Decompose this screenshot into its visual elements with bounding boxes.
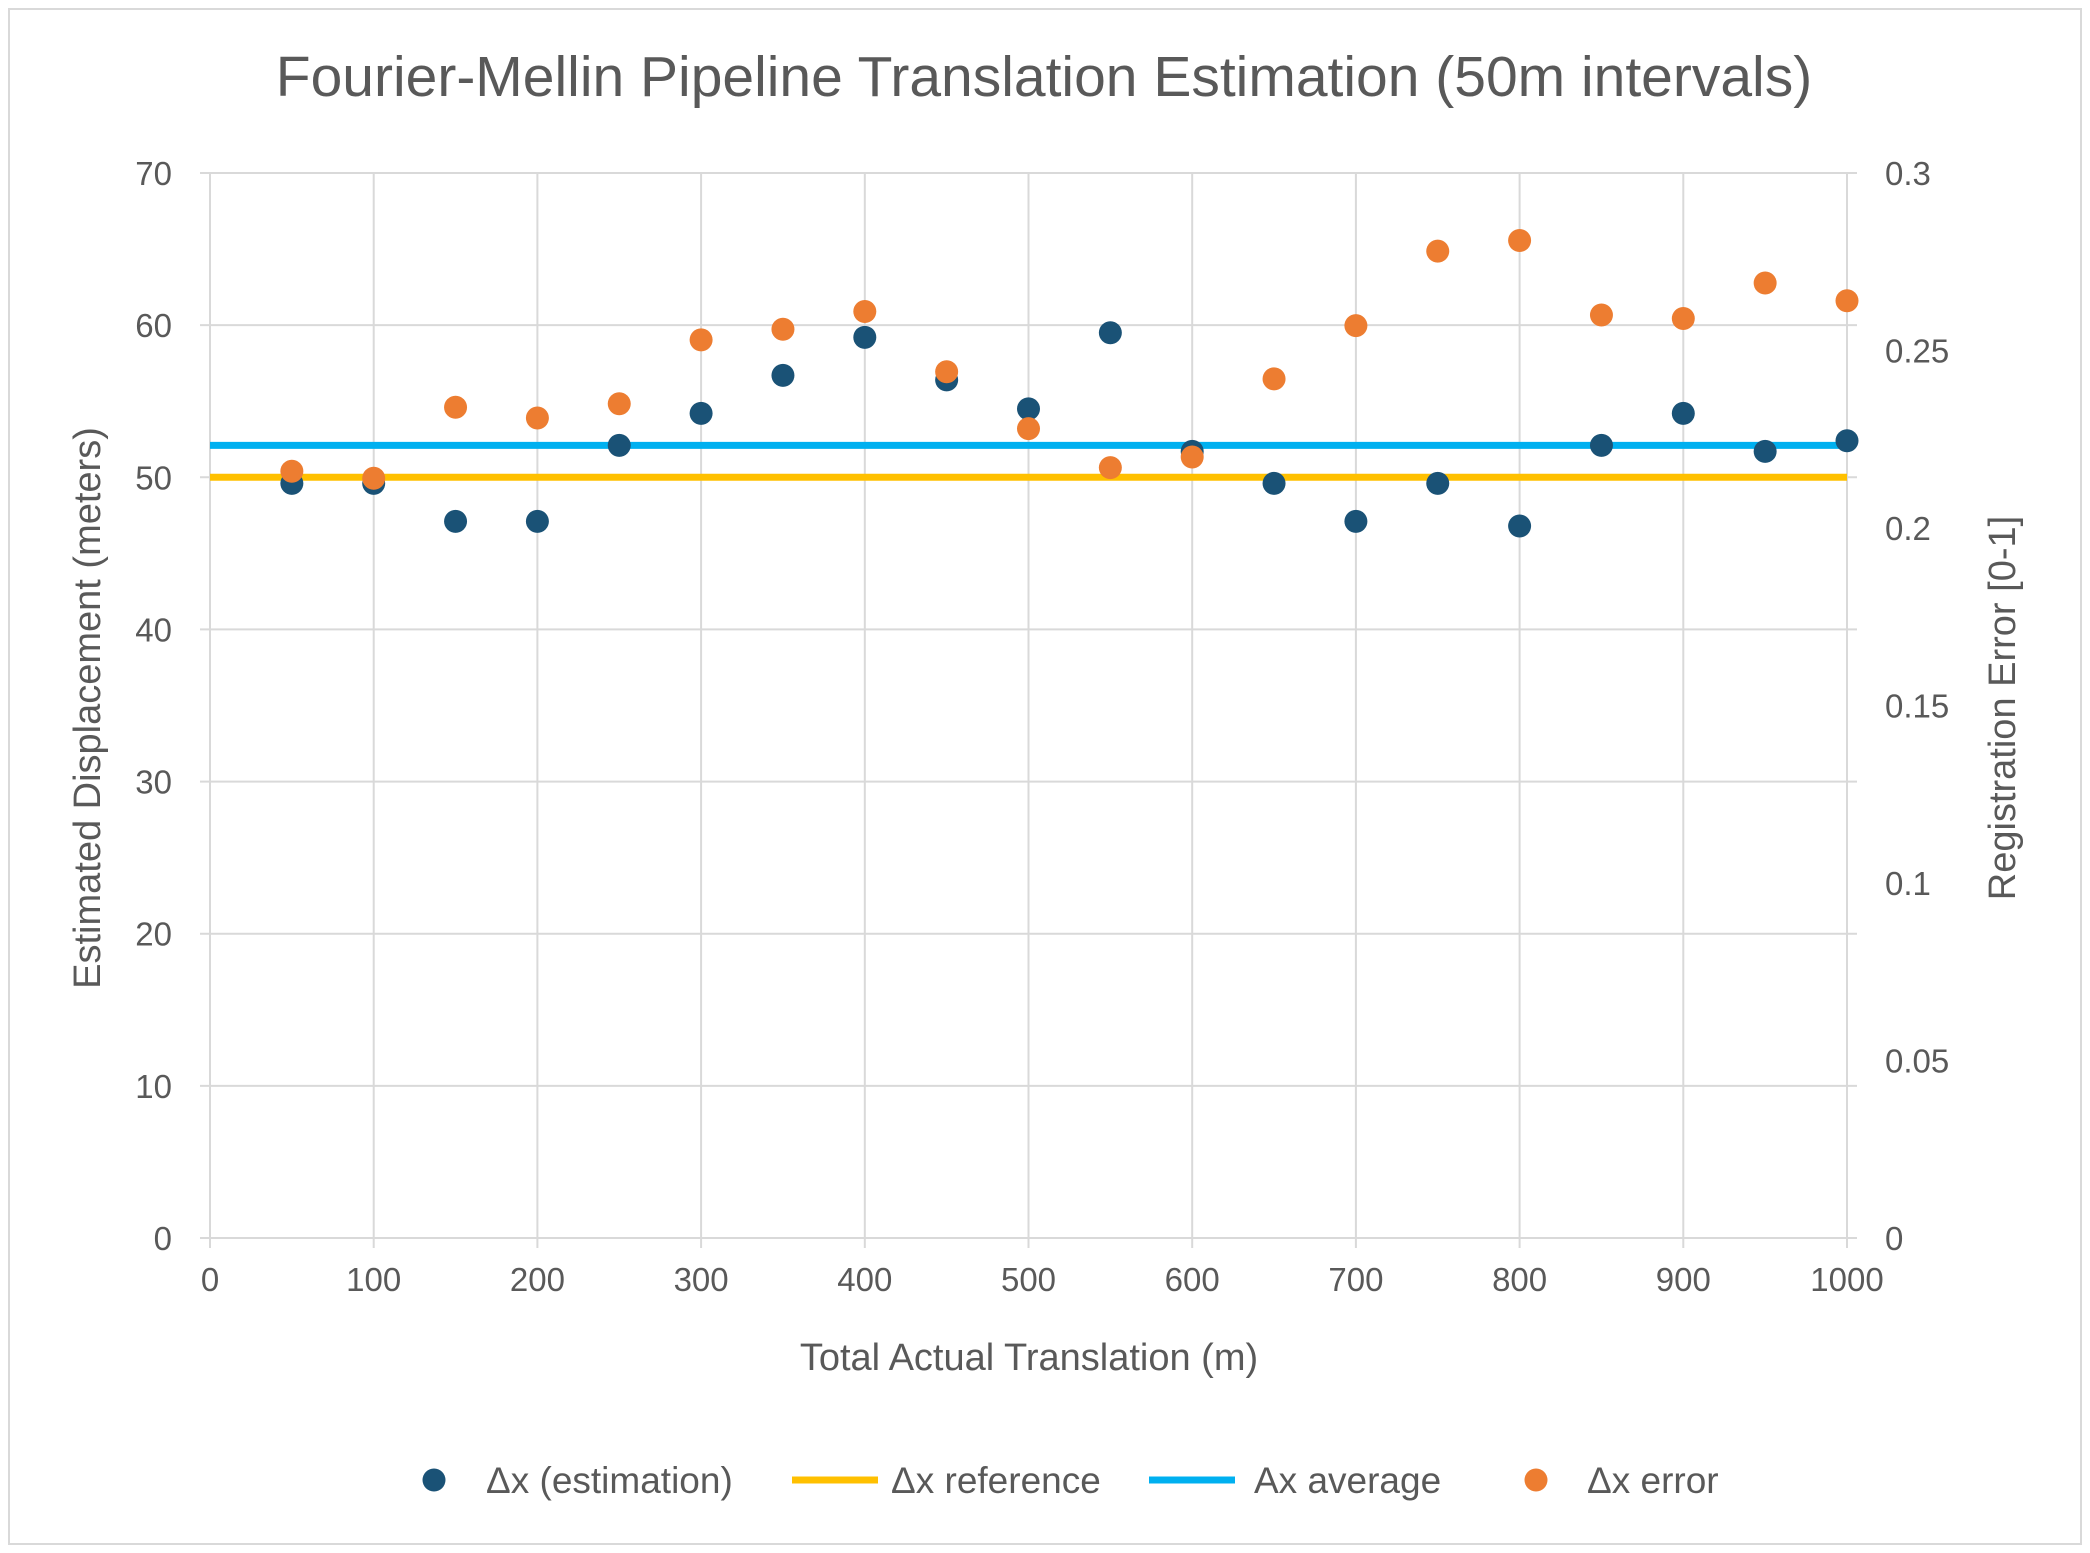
legend-marker-3 bbox=[1524, 1468, 1548, 1492]
x-tick-label: 300 bbox=[674, 1261, 729, 1298]
legend-marker-0 bbox=[422, 1468, 446, 1492]
series-lines bbox=[210, 441, 1847, 481]
data-point-3 bbox=[689, 328, 713, 352]
chart-frame bbox=[8, 8, 2082, 1545]
data-point-0 bbox=[853, 325, 877, 349]
data-point-3 bbox=[1180, 445, 1204, 469]
legend: Δx (estimation) Δx reference Ax average Δx … bbox=[422, 1460, 1719, 1501]
y-tick-label: 60 bbox=[135, 307, 172, 344]
x-axis-title: Total Actual Translation (m) bbox=[800, 1337, 1258, 1379]
data-point-0 bbox=[444, 509, 468, 533]
data-point-3 bbox=[1589, 303, 1613, 327]
y2-tick-label: 0.1 bbox=[1885, 865, 1931, 902]
data-point-3 bbox=[362, 466, 386, 490]
y-tick-label: 40 bbox=[135, 611, 172, 648]
data-point-0 bbox=[1017, 397, 1040, 421]
data-point-0 bbox=[1589, 433, 1613, 457]
legend-label-2: Ax average bbox=[1254, 1460, 1441, 1501]
data-point-3 bbox=[444, 395, 468, 419]
x-tick-label: 600 bbox=[1165, 1261, 1220, 1298]
y2-tick-label: 0.3 bbox=[1885, 155, 1931, 192]
data-point-0 bbox=[1098, 321, 1122, 345]
data-point-0 bbox=[689, 401, 713, 425]
y2-tick-label: 0.25 bbox=[1885, 333, 1949, 370]
data-point-3 bbox=[1262, 367, 1286, 391]
data-point-0 bbox=[1835, 429, 1859, 453]
y2-axis-title: Registration Error [0-1] bbox=[1982, 516, 2024, 900]
data-point-3 bbox=[280, 459, 304, 483]
x-tick-label: 700 bbox=[1328, 1261, 1383, 1298]
data-point-0 bbox=[607, 433, 631, 457]
data-point-3 bbox=[1426, 239, 1450, 263]
y-tick-label: 30 bbox=[135, 764, 172, 801]
data-point-3 bbox=[525, 406, 549, 430]
legend-label-1: Δx reference bbox=[891, 1460, 1101, 1501]
y-tick-label: 20 bbox=[135, 916, 172, 953]
legend-label-0: Δx (estimation) bbox=[486, 1460, 733, 1501]
data-point-3 bbox=[1753, 271, 1777, 295]
legend-label-3: Δx error bbox=[1587, 1460, 1719, 1501]
y-axis-ticks: 0 10 20 30 40 50 60 70 bbox=[135, 155, 172, 1257]
data-point-0 bbox=[525, 509, 549, 533]
y2-tick-label: 0.15 bbox=[1885, 688, 1949, 725]
data-point-3 bbox=[1017, 417, 1040, 441]
x-tick-label: 1000 bbox=[1810, 1261, 1883, 1298]
data-point-0 bbox=[771, 363, 795, 387]
series-points bbox=[280, 228, 1859, 538]
x-tick-label: 100 bbox=[346, 1261, 401, 1298]
x-tick-label: 200 bbox=[510, 1261, 565, 1298]
gridlines bbox=[200, 172, 1857, 1248]
y2-axis-ticks: 0 0.05 0.1 0.15 0.2 0.25 0.3 bbox=[1885, 155, 1949, 1257]
data-point-3 bbox=[853, 299, 877, 323]
y-tick-label: 10 bbox=[135, 1068, 172, 1105]
x-tick-label: 0 bbox=[201, 1261, 219, 1298]
y2-tick-label: 0.2 bbox=[1885, 510, 1931, 547]
data-point-0 bbox=[1262, 471, 1286, 495]
data-point-3 bbox=[1344, 314, 1368, 338]
data-point-3 bbox=[607, 392, 631, 416]
x-tick-label: 800 bbox=[1492, 1261, 1547, 1298]
data-point-0 bbox=[1753, 439, 1777, 463]
data-point-3 bbox=[935, 360, 959, 384]
y-axis-title: Estimated Displacement (meters) bbox=[67, 427, 109, 989]
data-point-0 bbox=[1426, 471, 1450, 495]
y2-tick-label: 0 bbox=[1885, 1220, 1903, 1257]
x-tick-label: 500 bbox=[1001, 1261, 1056, 1298]
x-axis-ticks: 0 100 200 300 400 500 600 700 800 900 1000 bbox=[201, 1261, 1884, 1298]
x-tick-label: 400 bbox=[837, 1261, 892, 1298]
y-tick-label: 0 bbox=[154, 1220, 172, 1257]
data-point-0 bbox=[1508, 514, 1532, 538]
chart-title: Fourier-Mellin Pipeline Translation Esti… bbox=[276, 45, 1812, 109]
data-point-3 bbox=[771, 317, 795, 341]
y-tick-label: 70 bbox=[135, 155, 172, 192]
y2-tick-label: 0.05 bbox=[1885, 1043, 1949, 1080]
data-point-3 bbox=[1508, 228, 1532, 252]
x-tick-label: 900 bbox=[1656, 1261, 1711, 1298]
data-point-3 bbox=[1671, 307, 1695, 331]
data-point-0 bbox=[1671, 401, 1695, 425]
data-point-3 bbox=[1835, 289, 1859, 313]
data-point-0 bbox=[1344, 509, 1368, 533]
data-point-3 bbox=[1098, 456, 1122, 480]
y-tick-label: 50 bbox=[135, 459, 172, 496]
